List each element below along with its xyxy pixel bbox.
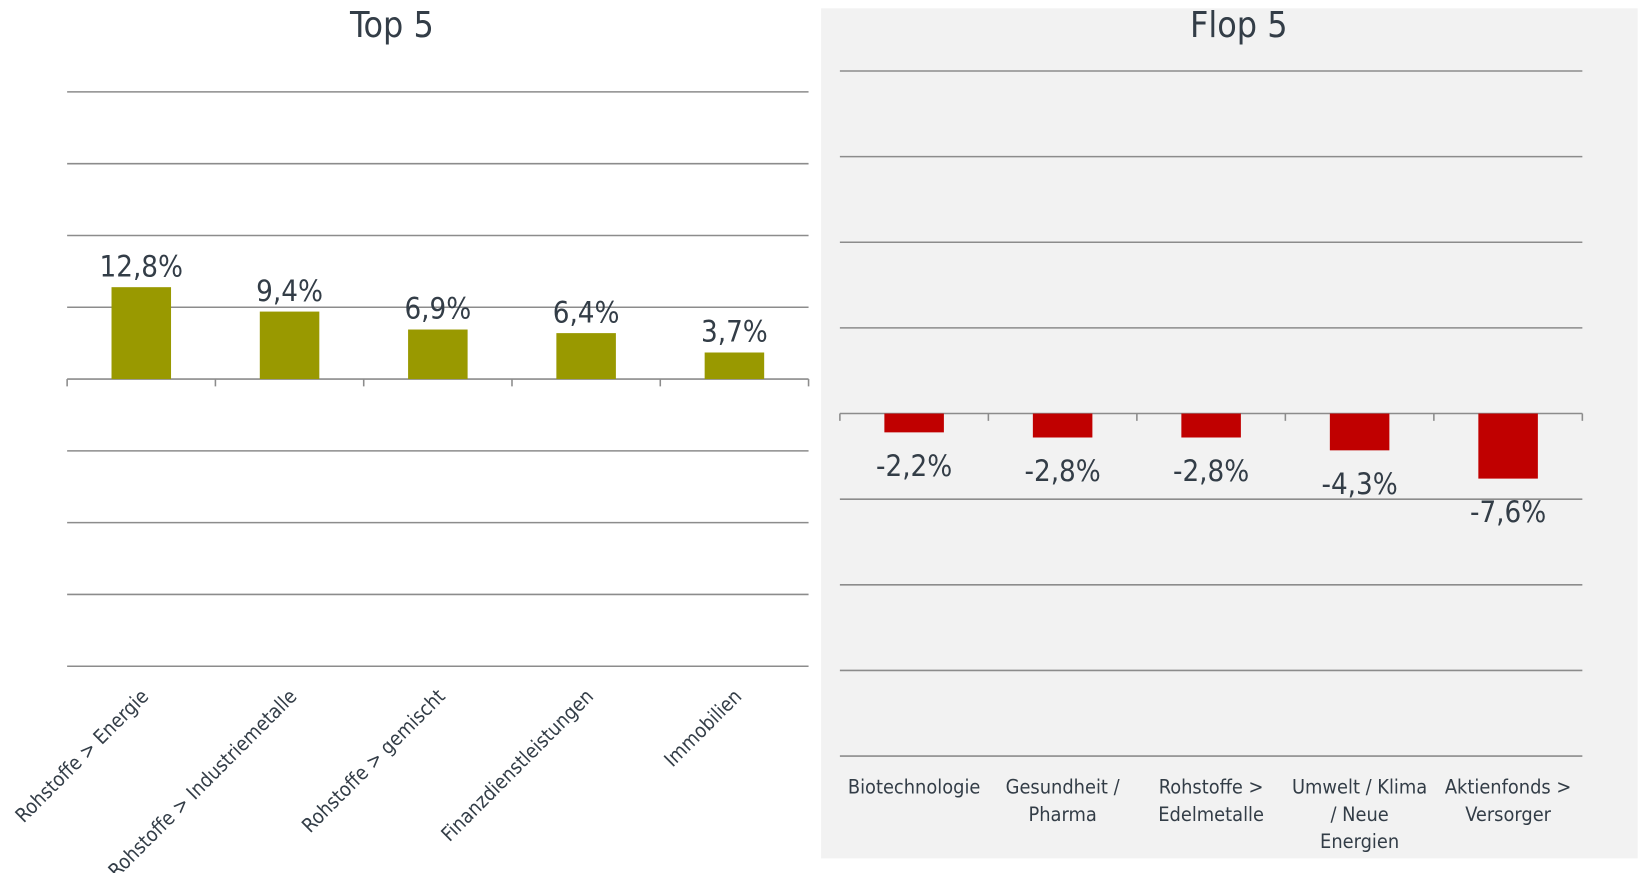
bar <box>556 333 616 380</box>
x-tick-label: Biotechnologie <box>848 776 981 799</box>
x-tick-label: Rohstoffe > Energie <box>11 685 153 827</box>
data-label: -2,2% <box>876 449 952 483</box>
x-tick-label: Aktienfonds > Versorger <box>1445 776 1572 826</box>
bar <box>884 413 944 433</box>
x-tick-label: Rohstoffe > gemischt <box>297 685 449 837</box>
bar <box>111 287 172 380</box>
data-label: 6,4% <box>553 295 620 329</box>
bar <box>704 352 765 380</box>
data-label: 3,7% <box>701 315 768 349</box>
chart-title: Top 5 <box>349 5 434 46</box>
x-tick-label: Immobilien <box>660 685 747 772</box>
data-label: -4,3% <box>1321 467 1397 501</box>
x-tick-label: Finanzdienstleistungen <box>437 685 598 846</box>
bar <box>1181 413 1241 438</box>
data-label: -2,8% <box>1173 454 1249 488</box>
x-tick-label: Umwelt / Klima / Neue Energien <box>1292 776 1427 853</box>
data-label: 9,4% <box>256 274 323 308</box>
data-label: 12,8% <box>100 249 184 283</box>
data-label: 6,9% <box>404 292 471 326</box>
chart-title: Flop 5 <box>1190 5 1288 46</box>
data-label: -2,8% <box>1024 454 1100 488</box>
bar <box>1478 413 1538 479</box>
bar <box>259 311 320 380</box>
bar <box>408 329 468 380</box>
bar <box>1329 413 1390 451</box>
x-tick-label: Rohstoffe > Edelmetalle <box>1158 776 1264 826</box>
x-tick-label: Gesundheit / Pharma <box>1006 776 1121 826</box>
data-label: -7,6% <box>1470 495 1546 529</box>
bar <box>1032 413 1093 438</box>
